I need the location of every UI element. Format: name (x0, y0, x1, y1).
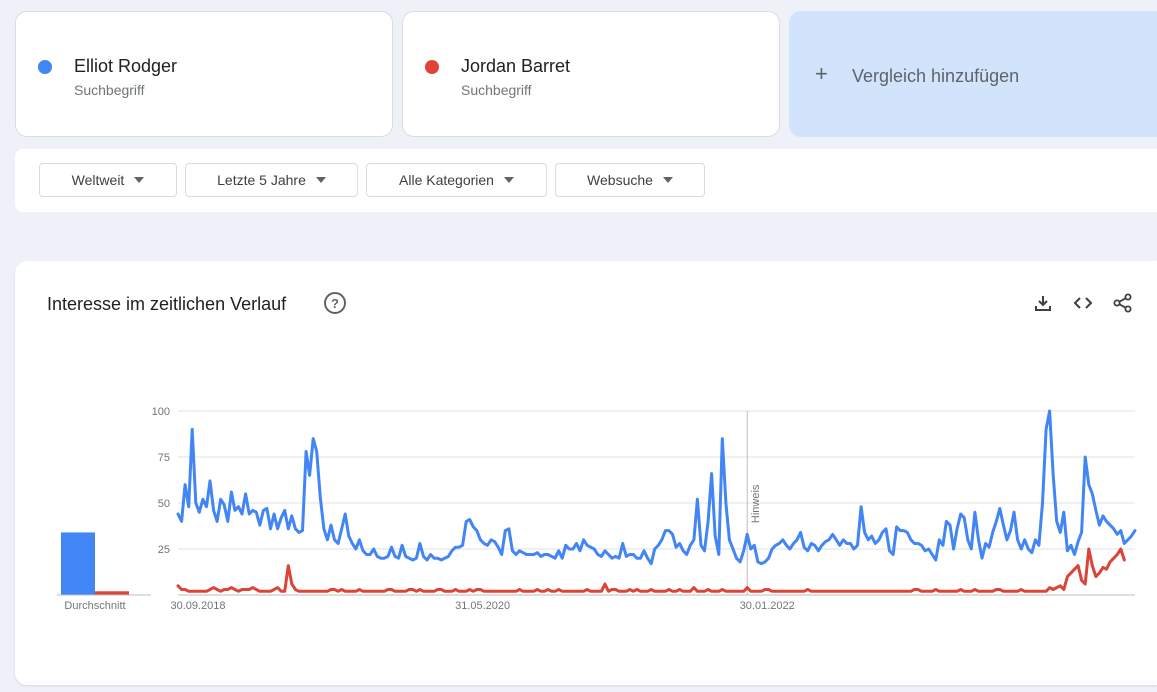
download-icon[interactable] (1031, 291, 1055, 315)
interest-chart: 25 50 75 100 30.09.2018 31.05.2020 30.01.2022 H… (57, 406, 1137, 612)
y-tick-label: 25 (158, 544, 170, 556)
filter-label: Websuche (587, 172, 653, 188)
filter-timerange[interactable]: Letzte 5 Jahre (185, 163, 358, 197)
series-line-1 (176, 409, 1137, 566)
interest-over-time-panel: Interesse im zeitlichen Verlauf ? 25 50 75… (15, 261, 1157, 685)
filter-label: Weltweit (71, 172, 125, 188)
y-tick-label: 75 (158, 452, 170, 464)
caret-down-icon (503, 177, 514, 183)
embed-code-icon[interactable] (1071, 291, 1095, 315)
series-color-dot (38, 60, 52, 74)
panel-title: Interesse im zeitlichen Verlauf (47, 294, 287, 314)
caret-down-icon (315, 177, 326, 183)
filter-label: Alle Kategorien (399, 172, 494, 188)
term-card-2[interactable]: Jordan Barret Suchbegriff (402, 11, 780, 137)
add-comparison-button[interactable]: + Vergleich hinzufügen (789, 11, 1157, 137)
term-name[interactable]: Jordan Barret (461, 56, 571, 76)
plus-icon: + (815, 61, 828, 86)
caret-down-icon (134, 177, 145, 183)
filter-region[interactable]: Weltweit (39, 163, 177, 197)
x-tick-label: 30.01.2022 (740, 600, 795, 612)
x-tick-label: 30.09.2018 (170, 600, 225, 612)
term-type: Suchbegriff (461, 82, 532, 98)
filter-label: Letzte 5 Jahre (217, 172, 306, 188)
term-card-1[interactable]: Elliot Rodger Suchbegriff (15, 11, 393, 137)
help-icon[interactable]: ? (324, 292, 346, 314)
y-tick-label: 100 (152, 406, 170, 418)
series-color-dot (425, 60, 439, 74)
average-label: Durchschnitt (64, 600, 125, 612)
filter-category[interactable]: Alle Kategorien (366, 163, 547, 197)
series-line-2 (176, 547, 1126, 593)
caret-down-icon (662, 177, 673, 183)
y-tick-label: 50 (158, 498, 170, 510)
filter-bar: Weltweit Letzte 5 Jahre Alle Kategorien … (15, 149, 1157, 212)
x-tick-label: 31.05.2020 (455, 600, 510, 612)
filter-search-type[interactable]: Websuche (555, 163, 705, 197)
average-bar (95, 591, 129, 595)
average-bar (61, 532, 95, 595)
term-type: Suchbegriff (74, 82, 145, 98)
annotation-label: Hinweis (750, 484, 762, 523)
term-name[interactable]: Elliot Rodger (74, 56, 178, 76)
share-icon[interactable] (1111, 291, 1135, 315)
add-comparison-label: Vergleich hinzufügen (852, 66, 1020, 86)
